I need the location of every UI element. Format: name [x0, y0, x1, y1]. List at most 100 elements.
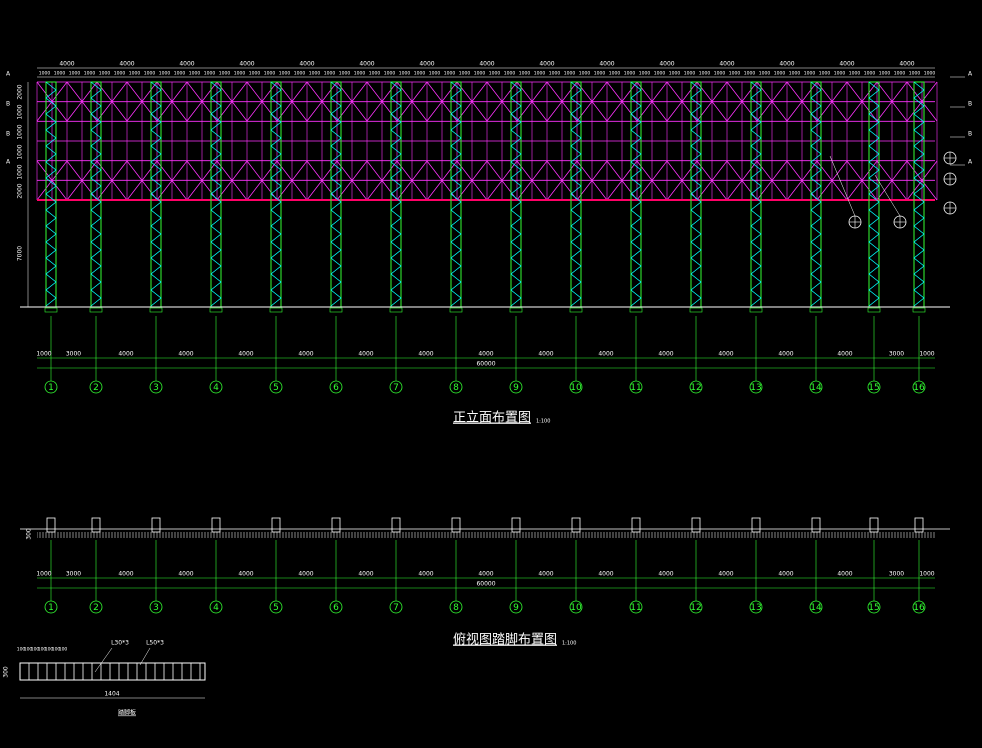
detail-label: L50*3	[146, 640, 164, 647]
axis-bubble	[629, 600, 643, 614]
column-lacing	[150, 81, 162, 307]
column-lacing	[868, 81, 880, 307]
axis-label: 10	[570, 383, 582, 393]
dim-label: 1000	[144, 71, 156, 77]
brace	[396, 160, 428, 201]
dim-label: 1000	[84, 71, 96, 77]
brace	[456, 81, 488, 122]
brace	[816, 81, 848, 122]
column-lacing	[750, 81, 762, 307]
column-base	[509, 307, 523, 313]
dim-label: 4000	[718, 351, 733, 358]
dim-label: 4000	[718, 571, 733, 578]
dim-label: 1000	[699, 71, 711, 77]
dim-label: 1000	[309, 71, 321, 77]
plank-frame	[19, 662, 206, 681]
brace	[546, 81, 578, 122]
brace	[606, 160, 638, 201]
dim-label: 100	[17, 647, 26, 653]
dim-label: 1000	[99, 71, 111, 77]
dim-label: 1000	[609, 71, 621, 77]
brace	[876, 81, 908, 122]
dim-label: 1000	[444, 71, 456, 77]
dim-label: 1000	[919, 351, 934, 358]
brace	[876, 160, 908, 201]
dim-label: 4000	[839, 61, 854, 68]
column-lacing	[913, 81, 925, 307]
plan-scale: 1:100	[562, 641, 576, 647]
plan-post	[571, 517, 581, 533]
detail-title: 踏脚板	[118, 709, 136, 717]
dim-label: 1000	[804, 71, 816, 77]
brace	[486, 160, 518, 201]
axis-label: 13	[750, 383, 761, 393]
axis-label: 12	[690, 383, 701, 393]
dim-label: 4000	[598, 571, 613, 578]
brace	[216, 160, 248, 201]
dim-label: 1000	[864, 71, 876, 77]
elevation-title: 正立面布置图	[453, 411, 531, 426]
dim-label: 4000	[178, 571, 193, 578]
detail-label: L30*3	[111, 640, 129, 647]
axis-bubble	[329, 380, 343, 394]
brace	[156, 81, 188, 122]
brace	[126, 81, 158, 122]
brace	[186, 81, 218, 122]
brace	[546, 160, 578, 201]
dim-label: 1000	[819, 71, 831, 77]
brace	[36, 81, 68, 122]
dim-label: 1000	[519, 71, 531, 77]
dim-label: 4000	[659, 61, 674, 68]
axis-label: 6	[333, 383, 339, 393]
leader	[829, 155, 856, 217]
axis-label: 15	[868, 603, 879, 613]
axis-label: 1	[48, 603, 54, 613]
dim-label: 1000	[459, 71, 471, 77]
dim-label: 1000	[579, 71, 591, 77]
axis-bubble	[509, 600, 523, 614]
column-lacing	[630, 81, 642, 307]
axis-bubble	[89, 600, 103, 614]
axis-bubble	[689, 600, 703, 614]
brace	[756, 81, 788, 122]
axis-label: 9	[513, 383, 519, 393]
axis-bubble	[689, 380, 703, 394]
axis-label: 5	[273, 383, 279, 393]
axis-label: 14	[810, 603, 822, 613]
dim-label: 1000	[729, 71, 741, 77]
brace	[786, 160, 818, 201]
column-lacing	[45, 81, 57, 307]
plan-height: 300	[26, 528, 33, 540]
column-base	[89, 307, 103, 313]
axis-bubble	[509, 380, 523, 394]
column-lacing	[210, 81, 222, 307]
dim-label: 1000	[54, 71, 66, 77]
detail-width: 1404	[104, 691, 119, 698]
dim-total: 60000	[476, 581, 495, 588]
brace	[456, 160, 488, 201]
plan-post	[271, 517, 281, 533]
dim-label: 100	[31, 647, 40, 653]
plan-post	[211, 517, 221, 533]
axis-label: 6	[333, 603, 339, 613]
brace	[246, 160, 278, 201]
dim-label: 1000	[744, 71, 756, 77]
dim-label: 4000	[779, 61, 794, 68]
dim-label: 1000	[129, 71, 141, 77]
column-lacing	[510, 81, 522, 307]
dim-label: 1000	[114, 71, 126, 77]
brace	[276, 160, 308, 201]
dim-label: 4000	[238, 351, 253, 358]
dim-label: 4000	[479, 61, 494, 68]
dim-label: 1000	[384, 71, 396, 77]
column-base	[449, 307, 463, 313]
brace	[486, 81, 518, 122]
plan-post	[811, 517, 821, 533]
column-base	[149, 307, 163, 313]
axis-label: 7	[393, 603, 399, 613]
column-lacing	[330, 81, 342, 307]
column-base	[329, 307, 343, 313]
dim-label: 4000	[419, 61, 434, 68]
leader	[139, 647, 151, 666]
